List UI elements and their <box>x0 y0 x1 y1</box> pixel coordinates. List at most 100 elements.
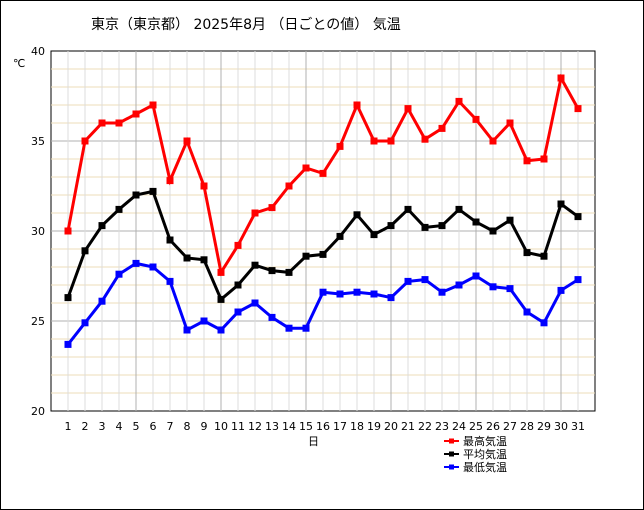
data-point <box>149 187 157 195</box>
data-point <box>132 191 140 199</box>
data-point <box>421 135 429 143</box>
series-1 <box>64 73 582 277</box>
y-tick-label: 40 <box>31 45 45 58</box>
x-tick-label: 31 <box>571 420 585 433</box>
grid-lines <box>51 51 595 411</box>
data-point <box>455 97 463 105</box>
data-point <box>98 297 106 305</box>
data-point <box>353 101 361 109</box>
data-point <box>166 236 174 244</box>
data-point <box>319 169 327 177</box>
data-point <box>319 250 327 258</box>
x-tick-label: 5 <box>133 420 140 433</box>
series-3 <box>64 259 582 348</box>
data-point <box>81 319 89 327</box>
data-point <box>540 155 548 163</box>
series-2 <box>64 187 582 303</box>
data-point <box>472 218 480 226</box>
data-point <box>98 119 106 127</box>
data-point <box>132 259 140 267</box>
x-tick-label: 29 <box>537 420 551 433</box>
data-point <box>523 249 531 257</box>
data-point <box>404 205 412 213</box>
data-point <box>200 182 208 190</box>
data-point <box>506 119 514 127</box>
data-point <box>183 326 191 334</box>
legend-label: 最低気温 <box>463 460 507 474</box>
x-tick-label: 4 <box>116 420 123 433</box>
y-tick-label: 30 <box>31 225 45 238</box>
data-point <box>115 119 123 127</box>
x-tick-label: 7 <box>167 420 174 433</box>
data-point <box>166 177 174 185</box>
data-point <box>472 115 480 123</box>
data-point <box>183 254 191 262</box>
x-tick-label: 28 <box>520 420 534 433</box>
data-point <box>438 288 446 296</box>
x-axis-ticks: 1 2 3 4 5 6 7 8 9 10 11 12 13 14 15 16 17 18 19 20 21 22 23 24 2… <box>65 420 586 433</box>
data-point <box>523 157 531 165</box>
x-axis-label: 日 <box>308 435 319 448</box>
data-point <box>353 288 361 296</box>
data-point <box>251 299 259 307</box>
data-point <box>370 290 378 298</box>
data-point <box>455 281 463 289</box>
data-point <box>200 317 208 325</box>
data-point <box>455 205 463 213</box>
data-point <box>285 268 293 276</box>
data-point <box>404 105 412 113</box>
data-point <box>387 222 395 230</box>
x-tick-label: 18 <box>350 420 364 433</box>
data-point <box>387 294 395 302</box>
data-point <box>64 227 72 235</box>
x-tick-label: 11 <box>231 420 245 433</box>
y-axis-ticks: 20 25 30 35 40 <box>31 45 45 418</box>
data-point <box>302 324 310 332</box>
data-point <box>81 247 89 255</box>
data-point <box>574 276 582 284</box>
data-point <box>489 137 497 145</box>
legend-label: 平均気温 <box>463 447 507 461</box>
y-tick-label: 25 <box>31 315 45 328</box>
data-point <box>574 213 582 221</box>
data-point <box>336 232 344 240</box>
y-axis-label: ℃ <box>13 57 25 70</box>
data-point <box>251 261 259 269</box>
y-tick-label: 20 <box>31 405 45 418</box>
data-point <box>353 211 361 219</box>
data-point <box>489 283 497 291</box>
x-tick-label: 21 <box>401 420 415 433</box>
data-point <box>302 164 310 172</box>
legend-label: 最高気温 <box>463 434 507 448</box>
x-tick-label: 8 <box>184 420 191 433</box>
data-point <box>234 308 242 316</box>
legend-marker <box>449 451 454 457</box>
x-tick-label: 15 <box>299 420 313 433</box>
data-point <box>387 137 395 145</box>
data-point <box>319 288 327 296</box>
x-tick-label: 1 <box>65 420 72 433</box>
y-tick-label: 35 <box>31 135 45 148</box>
data-point <box>251 209 259 217</box>
x-tick-label: 27 <box>503 420 517 433</box>
data-point <box>557 286 565 294</box>
x-tick-label: 17 <box>333 420 347 433</box>
data-point <box>200 256 208 264</box>
data-point <box>302 252 310 260</box>
chart-title: 東京（東京都） 2025年8月 （日ごとの値） 気温 <box>91 17 401 33</box>
data-point <box>268 204 276 212</box>
legend-marker <box>449 464 454 470</box>
x-tick-label: 20 <box>384 420 398 433</box>
data-point <box>540 252 548 260</box>
x-tick-label: 10 <box>214 420 228 433</box>
x-tick-label: 16 <box>316 420 330 433</box>
series-group <box>64 73 582 348</box>
data-point <box>489 227 497 235</box>
data-point <box>523 308 531 316</box>
data-point <box>81 137 89 145</box>
data-point <box>540 319 548 327</box>
data-point <box>336 290 344 298</box>
x-tick-label: 14 <box>282 420 296 433</box>
